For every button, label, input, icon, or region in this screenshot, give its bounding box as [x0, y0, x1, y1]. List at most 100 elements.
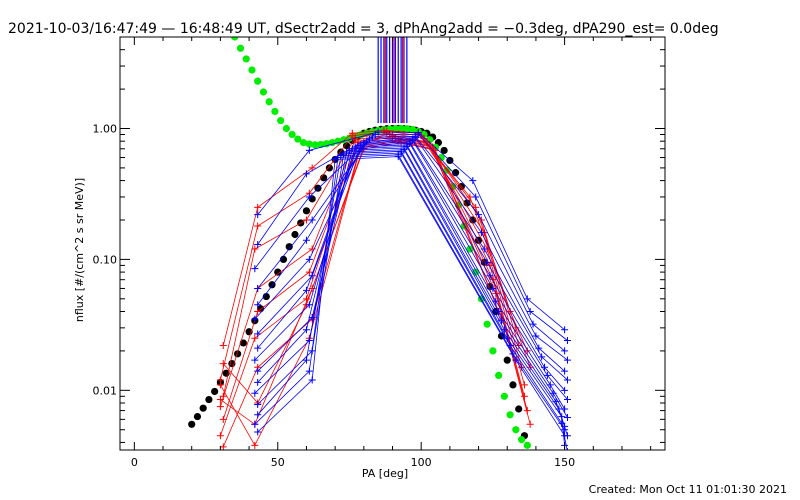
blue-measurement-point-5-3 [409, 136, 417, 144]
green-curve-point-0 [231, 37, 239, 41]
green-curve-point-50 [517, 436, 526, 444]
blue-measurement-point-7-1 [302, 286, 310, 294]
blue-measurement-point-1-4 [472, 193, 480, 201]
x-tick-label-0: 0 [131, 456, 138, 469]
green-curve-point-4 [254, 77, 262, 85]
blue-measurement-point-5-0 [251, 315, 259, 323]
red-measurement-point-2-1 [251, 245, 259, 253]
green-curve-point-47 [500, 392, 508, 400]
blue-measurement-point-15-1 [308, 376, 316, 384]
black-curve-point-9 [239, 339, 247, 347]
blue-measurement-point-0-4 [469, 177, 477, 185]
blue-measurement-point-0-1 [305, 146, 313, 154]
blue-measurement-point-15-2 [331, 155, 339, 163]
blue-measurement-point-13-1 [302, 356, 310, 364]
blue-measurement-point-3-4 [477, 229, 485, 237]
blue-measurement-point-15-0 [254, 428, 262, 436]
green-curve-point-45 [489, 347, 497, 355]
red-measurement-point-3-2 [308, 245, 316, 253]
blue-measurement-line-14 [254, 154, 565, 430]
red-measurement-line-6 [222, 137, 528, 447]
blue-measurement-point-9-2 [348, 145, 356, 153]
x-tick-label-3: 150 [554, 456, 575, 469]
green-curve-point-46 [495, 371, 503, 379]
red-measurement-5 [216, 133, 528, 440]
blue-measurement-point-6-2 [357, 140, 365, 148]
blue-measurement-point-11-3 [400, 146, 408, 154]
blue-measurement-point-2-1 [305, 193, 313, 201]
red-measurement-point-8-5 [429, 145, 437, 153]
blue-measurement-point-9-0 [254, 367, 262, 375]
created-timestamp: Created: Mon Oct 11 01:01:30 2021 [589, 483, 787, 496]
blue-measurement-point-4-1 [302, 236, 310, 244]
green-curve-point-6 [265, 98, 273, 106]
blue-measurement-point-15-4 [512, 356, 520, 364]
red-measurement-line-5 [220, 136, 525, 436]
green-curve-point-44 [483, 320, 491, 328]
black-curve-point-59 [527, 455, 534, 462]
black-curve-point-2 [199, 404, 207, 412]
red-measurement-point-3-0 [216, 403, 224, 411]
blue-measurement-point-8-4 [492, 297, 500, 305]
blue-measurement-point-3-6 [563, 356, 571, 364]
red-measurement-line-1 [220, 130, 531, 380]
red-measurement-line-4 [222, 135, 525, 420]
red-measurement-point-4-0 [219, 415, 227, 423]
red-measurement-point-2-4 [383, 129, 391, 137]
black-curve-point-3 [205, 395, 213, 404]
green-curve-point-10 [288, 130, 296, 139]
x-tick-label-2: 100 [411, 456, 432, 469]
blue-measurement-12 [254, 147, 569, 449]
blue-measurement-point-3-0 [254, 284, 262, 292]
blue-measurement-point-4-4 [480, 245, 488, 253]
blue-measurement-point-14-1 [305, 367, 313, 375]
red-measurement-8 [219, 137, 503, 407]
blue-measurement-13 [254, 149, 568, 450]
green-curve-point-5 [259, 88, 268, 96]
blue-measurement-point-5-1 [305, 255, 313, 263]
y-tick-label-1: 0.10 [93, 253, 118, 266]
blue-measurement-line-8 [254, 144, 565, 410]
green-curve-point-7 [271, 107, 279, 116]
blue-measurement-point-0-6 [561, 326, 569, 334]
black-curve-point-27 [343, 142, 351, 150]
blue-measurement-point-11-2 [343, 148, 351, 156]
black-curve-point-16 [279, 255, 288, 264]
red-measurement-point-7-1 [251, 441, 259, 449]
black-curve-point-8 [234, 350, 242, 358]
y-tick-label-2: 1.00 [93, 123, 118, 136]
blue-measurement-point-11-0 [251, 389, 259, 397]
red-measurement-point-4-7 [520, 381, 528, 389]
x-axis-label: PA [deg] [362, 467, 408, 480]
green-curve-point-28 [391, 125, 399, 133]
blue-measurement-1 [254, 130, 571, 345]
black-curve-point-55 [503, 356, 511, 364]
green-curve-point-51 [523, 441, 531, 449]
green-curve-point-29 [397, 124, 405, 133]
blue-measurement-point-7-6 [563, 396, 571, 404]
red-measurement-point-7-7 [526, 420, 534, 428]
blue-measurement-line-9 [257, 145, 568, 418]
red-measurement-0 [219, 126, 531, 355]
y-tick-label-0: 0.01 [93, 384, 118, 397]
black-curve-point-48 [463, 199, 471, 207]
black-curve-point-17 [285, 243, 293, 251]
blue-measurement-5 [251, 136, 571, 384]
blue-measurement-point-8-0 [251, 356, 259, 364]
red-measurement-point-0-0 [219, 341, 227, 349]
red-measurement-point-7-0 [216, 381, 224, 389]
red-measurement-point-4-1 [254, 308, 262, 316]
red-measurement-point-9-2 [308, 284, 316, 292]
green-curve-point-15 [317, 140, 325, 149]
blue-measurement-point-15-3 [394, 153, 402, 161]
blue-measurement-point-14-5 [561, 426, 569, 434]
black-curve-point-56 [509, 381, 517, 389]
black-curve-point-46 [452, 169, 460, 177]
red-measurement-point-6-0 [219, 443, 227, 450]
green-curve-point-11 [294, 135, 302, 143]
black-curve-point-15 [274, 268, 282, 276]
red-measurement-point-8-0 [219, 360, 227, 368]
red-measurement-line-2 [222, 132, 520, 397]
red-measurement-line-7 [220, 139, 531, 447]
